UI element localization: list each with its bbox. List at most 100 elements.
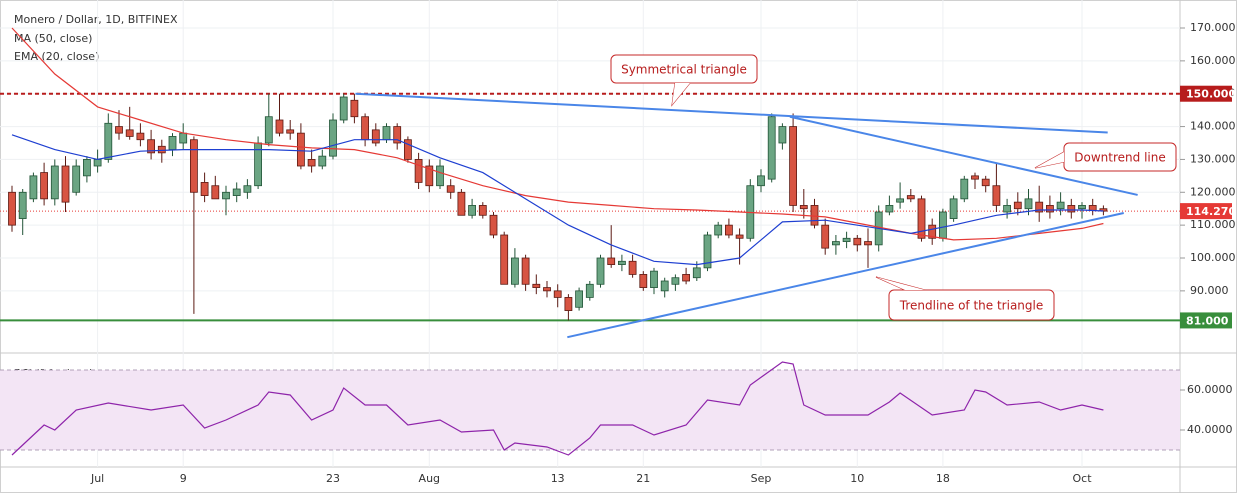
candle-body (18, 191, 27, 219)
candle-body (371, 129, 380, 144)
candle-body (510, 257, 519, 285)
candle-body (93, 159, 102, 167)
price-tag (1180, 203, 1232, 220)
x-tick-label: 10 (850, 472, 864, 485)
candle-body (692, 267, 701, 279)
candle-body (329, 119, 337, 157)
y-tick-label: 60.0000 (1187, 383, 1233, 396)
rsi-line (11, 361, 1104, 456)
candle-body (83, 159, 91, 177)
candle-body (382, 126, 391, 141)
y-tick-label: 140.000 (1190, 120, 1236, 133)
candle-body (960, 178, 969, 200)
candle-body (29, 175, 38, 200)
candle-body (361, 116, 370, 141)
legend-entry: MA (50, close) (14, 32, 92, 45)
y-tick-label: 170.000 (1190, 21, 1236, 34)
candle-body (703, 234, 712, 269)
candle-body (189, 139, 198, 193)
candle-body (810, 205, 819, 226)
candle-body (639, 274, 648, 288)
candle-body (992, 185, 1001, 206)
chart-title: Monero / Dollar, 1D, BITFINEX (14, 13, 178, 26)
callout-text: Symmetrical triangle (621, 63, 747, 77)
callout-box (888, 289, 1055, 321)
candle-body (864, 241, 872, 246)
candle-body (339, 96, 348, 121)
price-tag (1180, 85, 1232, 102)
candle-body (650, 270, 658, 288)
candle-body (778, 126, 787, 144)
callout-pointer-cover (672, 83, 690, 105)
candle-body (896, 198, 904, 203)
candle-body (799, 205, 808, 210)
candle-body (264, 116, 273, 144)
x-tick-label: Oct (1072, 472, 1092, 485)
candle-body (500, 234, 509, 285)
price-tag-label: 114.270 (1186, 205, 1236, 218)
candle-body (200, 182, 209, 196)
y-tick-label: 120.000 (1190, 185, 1236, 198)
x-tick-label: Sep (751, 472, 772, 485)
candle-body (1056, 201, 1065, 210)
x-tick-label: Aug (419, 472, 440, 485)
candle-body (939, 211, 947, 239)
candle-body (789, 126, 797, 206)
candle-body (457, 191, 466, 216)
candle-body (147, 139, 156, 154)
candle-body (735, 234, 744, 239)
candle-body (125, 129, 134, 137)
candle-body (1024, 198, 1033, 210)
candle-body (767, 116, 776, 180)
candle-body (928, 224, 937, 239)
callout-text: Trendline of the triangle (899, 299, 1043, 313)
candle-body (222, 191, 230, 200)
x-tick-label: 9 (180, 472, 187, 485)
price-tag-label: 150.000 (1186, 88, 1236, 101)
candle-body (296, 132, 305, 167)
candle-body (917, 198, 926, 239)
trendline (355, 92, 1108, 134)
candle-body (971, 175, 979, 180)
candle-body (853, 237, 862, 246)
candle-body (618, 260, 626, 265)
candle-body (115, 126, 123, 134)
labels-layer: 90.000 100.000 110.000 120.000 130.000 140.00… (90, 21, 1236, 485)
candle-body (842, 237, 851, 242)
x-tick-label: 23 (326, 472, 340, 485)
callout-text: Downtrend line (1074, 151, 1165, 165)
candle-body (104, 122, 113, 160)
candle-body (1067, 205, 1076, 213)
candle-body (50, 165, 59, 200)
candle-body (8, 191, 16, 226)
callout-pointer-cover (876, 277, 925, 290)
candle-body (211, 185, 220, 200)
y-tick-label: 130.000 (1190, 152, 1236, 165)
candle-body (468, 205, 477, 216)
candle-body (61, 165, 70, 203)
candle-body (157, 145, 166, 154)
candle-body (1078, 205, 1086, 210)
candle-body (885, 205, 894, 213)
candle-body (543, 287, 551, 292)
candle-body (821, 224, 830, 249)
candle-body (243, 185, 252, 193)
callout-pointer-cover (1035, 152, 1064, 168)
candle-body (436, 165, 444, 187)
candle-body (414, 159, 423, 183)
x-tick-label: Jul (90, 472, 104, 485)
candle-body (585, 283, 594, 298)
y-tick-label: 40.0000 (1187, 423, 1233, 436)
candle-body (521, 257, 530, 285)
candle-body (628, 260, 637, 275)
x-tick-label: 21 (636, 472, 650, 485)
candle-body (478, 205, 487, 216)
candle-body (671, 277, 680, 285)
candle-body (714, 224, 723, 236)
candle-body (757, 175, 765, 187)
y-tick-label: 160.000 (1190, 54, 1236, 67)
candle-body (1003, 205, 1011, 213)
price-tag (1180, 312, 1232, 329)
candle-body (307, 159, 316, 167)
candle-body (1013, 201, 1022, 210)
